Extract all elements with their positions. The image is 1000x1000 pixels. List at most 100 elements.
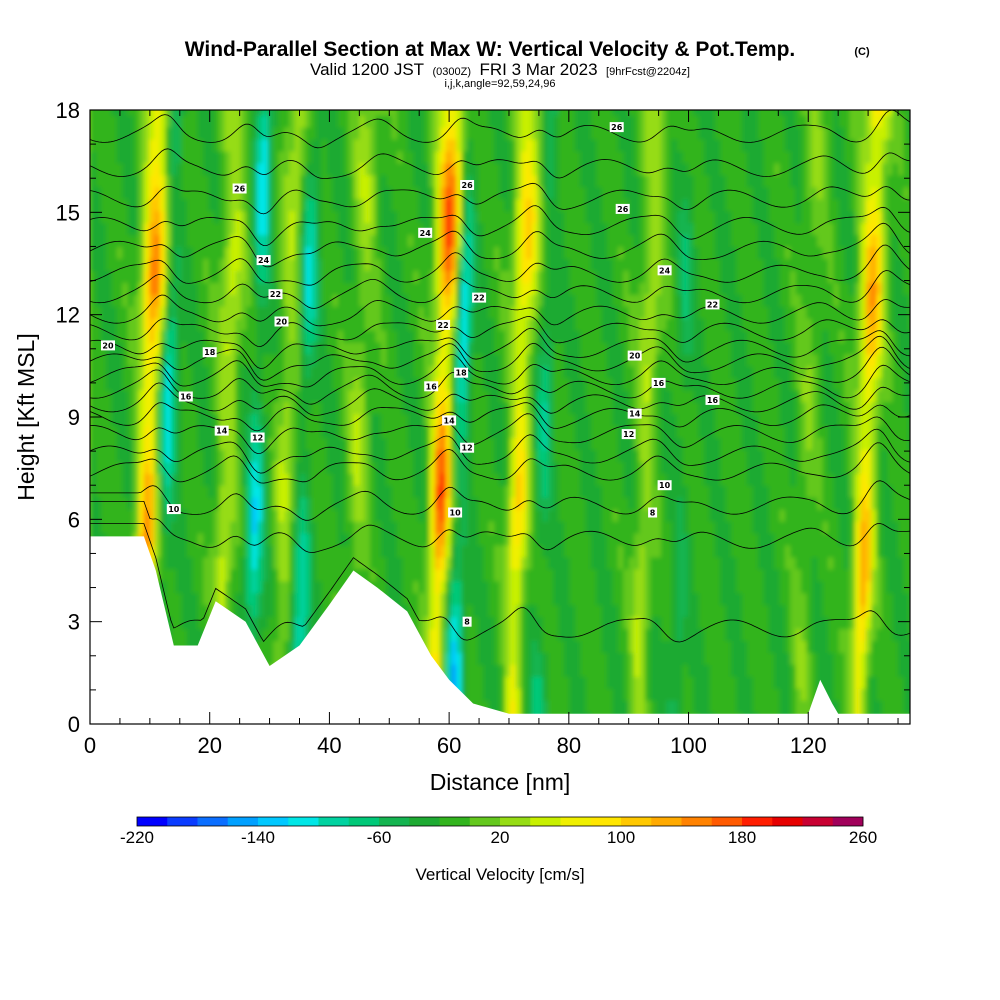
heatmap-cell xyxy=(397,497,404,510)
heatmap-cell xyxy=(95,449,102,462)
heatmap-cell xyxy=(429,258,436,271)
heatmap-cell xyxy=(386,127,393,140)
heatmap-cell xyxy=(160,532,167,546)
heatmap-cell xyxy=(520,138,527,152)
heatmap-cell xyxy=(515,377,522,391)
heatmap-cell xyxy=(553,210,560,224)
heatmap-cell xyxy=(348,485,355,498)
heatmap-cell xyxy=(337,115,344,128)
heatmap-cell xyxy=(429,341,436,355)
heatmap-cell xyxy=(278,222,285,236)
heatmap-cell xyxy=(310,282,317,295)
heatmap-cell xyxy=(445,353,452,367)
heatmap-cell xyxy=(197,127,204,140)
heatmap-cell xyxy=(380,521,387,534)
heatmap-cell xyxy=(230,294,237,307)
heatmap-cell xyxy=(127,413,134,427)
heatmap-cell xyxy=(192,198,199,212)
heatmap-cell xyxy=(467,449,474,462)
heatmap-cell xyxy=(564,509,571,522)
heatmap-cell xyxy=(553,437,560,451)
heatmap-cell xyxy=(429,568,436,582)
heatmap-cell xyxy=(547,688,554,701)
heatmap-cell xyxy=(149,473,156,486)
heatmap-cell xyxy=(186,521,193,534)
heatmap-cell xyxy=(283,413,290,427)
heatmap-cell xyxy=(364,413,371,427)
heatmap-cell xyxy=(601,568,608,582)
heatmap-cell xyxy=(413,174,420,188)
heatmap-cell xyxy=(569,688,576,701)
heatmap-cell xyxy=(240,138,247,152)
heatmap-cell xyxy=(413,509,420,522)
heatmap-cell xyxy=(170,110,177,116)
heatmap-cell xyxy=(208,258,215,271)
heatmap-cell xyxy=(224,330,231,343)
heatmap-cell xyxy=(397,210,404,224)
heatmap-cell xyxy=(375,330,382,343)
heatmap-cell xyxy=(224,258,231,271)
heatmap-cell xyxy=(423,425,430,439)
heatmap-cell xyxy=(133,270,140,283)
heatmap-cell xyxy=(553,509,560,522)
heatmap-cell xyxy=(170,616,177,630)
heatmap-cell xyxy=(542,389,549,403)
heatmap-cell xyxy=(472,258,479,271)
heatmap-cell xyxy=(305,110,312,116)
heatmap-cell xyxy=(537,664,544,677)
heatmap-cell xyxy=(370,186,377,200)
heatmap-cell xyxy=(165,341,172,355)
heatmap-cell xyxy=(499,497,506,510)
heatmap-cell xyxy=(294,544,301,558)
heatmap-cell xyxy=(305,341,312,355)
heatmap-cell xyxy=(283,138,290,152)
heatmap-cell xyxy=(262,246,269,259)
heatmap-cell xyxy=(574,532,581,546)
heatmap-cell xyxy=(413,437,420,451)
heatmap-cell xyxy=(402,150,409,164)
heatmap-cell xyxy=(467,138,474,152)
heatmap-cell xyxy=(143,115,150,128)
heatmap-cell xyxy=(240,509,247,522)
heatmap-cell xyxy=(456,186,463,200)
forecast-tag: [9hrFcst@2204z] xyxy=(606,66,690,78)
heatmap-cell xyxy=(219,198,226,212)
heatmap-cell xyxy=(380,413,387,427)
heatmap-cell xyxy=(332,521,339,534)
heatmap-cell xyxy=(456,341,463,355)
heatmap-cell xyxy=(100,246,107,259)
heatmap-cell xyxy=(122,461,129,474)
heatmap-cell xyxy=(413,246,420,259)
heatmap-cell xyxy=(467,210,474,224)
heatmap-cell xyxy=(391,532,398,546)
heatmap-cell xyxy=(181,210,188,224)
heatmap-cell xyxy=(116,258,123,271)
heatmap-cell xyxy=(386,186,393,200)
heatmap-cell xyxy=(407,413,414,427)
heatmap-cell xyxy=(569,234,576,248)
heatmap-cell xyxy=(407,174,414,188)
heatmap-cell xyxy=(149,318,156,331)
heatmap-cell xyxy=(440,222,447,236)
heatmap-cell xyxy=(208,509,215,522)
heatmap-cell xyxy=(434,425,441,439)
heatmap-cell xyxy=(294,556,301,570)
heatmap-cell xyxy=(413,568,420,582)
heatmap-cell xyxy=(359,210,366,224)
heatmap-cell xyxy=(208,138,215,152)
heatmap-cell xyxy=(499,425,506,439)
heatmap-cell xyxy=(564,222,571,236)
heatmap-cell xyxy=(467,497,474,510)
heatmap-cell xyxy=(149,365,156,379)
heatmap-cell xyxy=(526,640,533,653)
heatmap-cell xyxy=(116,162,123,176)
heatmap-cell xyxy=(122,210,129,224)
heatmap-cell xyxy=(160,556,167,570)
heatmap-cell xyxy=(235,485,242,498)
heatmap-cell xyxy=(106,497,113,510)
heatmap-cell xyxy=(397,162,404,176)
heatmap-cell xyxy=(483,628,490,642)
heatmap-cell xyxy=(418,449,425,462)
heatmap-cell xyxy=(359,497,366,510)
heatmap-cell xyxy=(537,186,544,200)
